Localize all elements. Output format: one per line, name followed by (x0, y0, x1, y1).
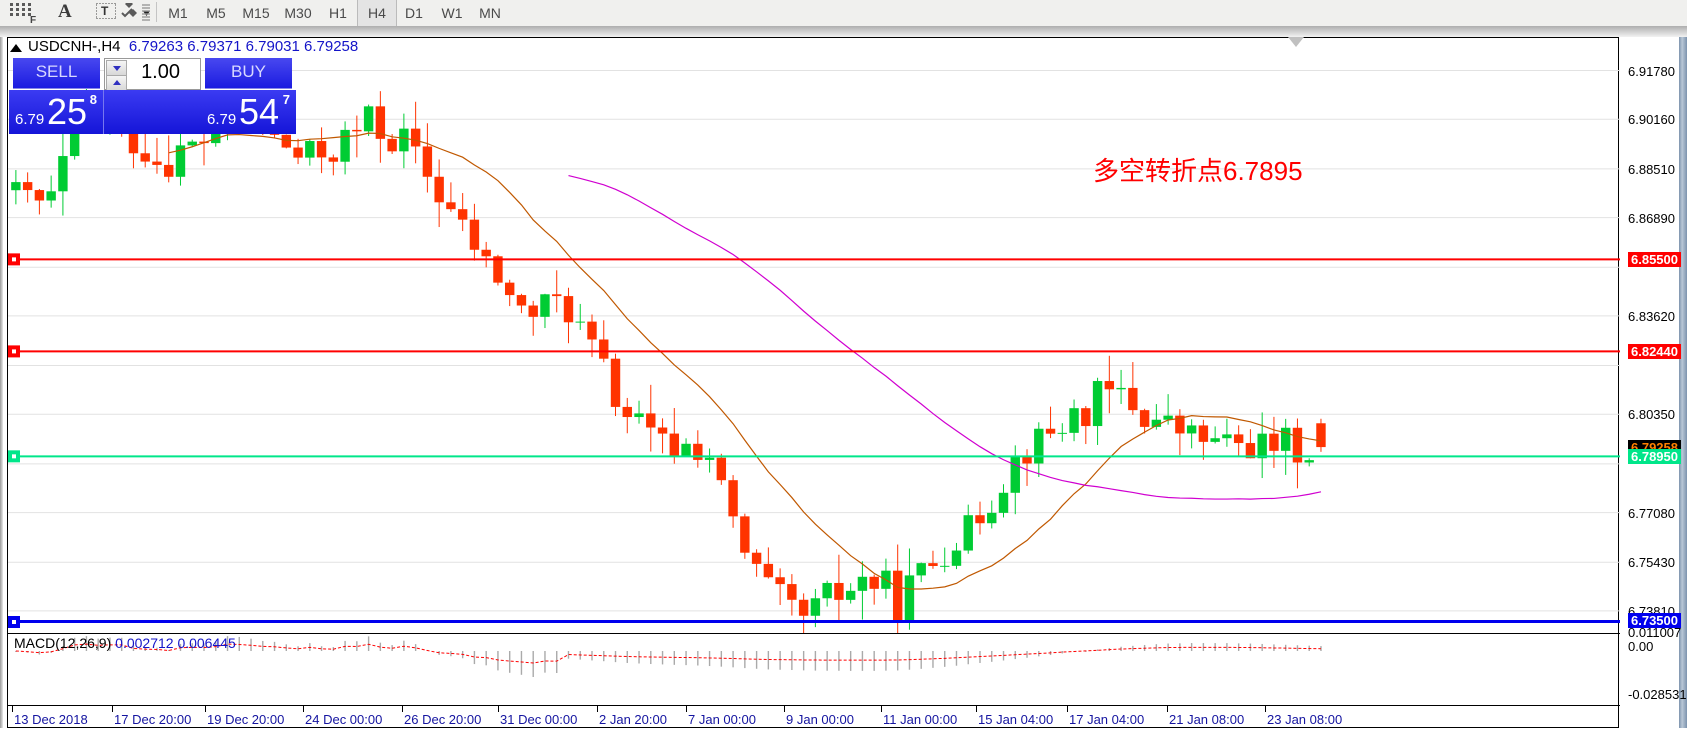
svg-text:MACD(12,26,9) 0.002712 0.00644: MACD(12,26,9) 0.002712 0.006445 (14, 635, 236, 651)
svg-text:T: T (101, 4, 109, 18)
svg-text:多空转折点6.7895: 多空转折点6.7895 (1093, 156, 1303, 186)
